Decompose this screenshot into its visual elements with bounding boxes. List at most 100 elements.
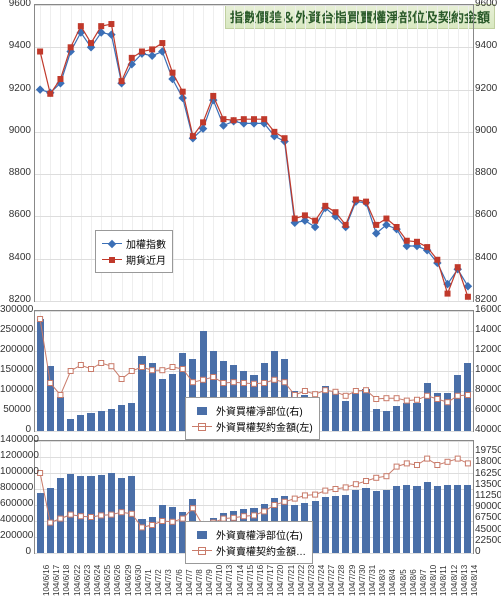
legend: 外資賣權淨部位(右)外資賣權契約金額… xyxy=(185,521,313,564)
legend-label: 外資賣權淨部位(右) xyxy=(216,527,303,542)
y-tick-label: 112500 xyxy=(475,491,501,501)
x-tick-label: 104/8/10 xyxy=(429,565,438,596)
y-tick-label: 800000 xyxy=(0,483,31,493)
x-tick-label: 104/7/28 xyxy=(337,565,346,596)
legend-item: 期貨近月 xyxy=(102,252,166,267)
y-tick-label: 197500 xyxy=(475,446,501,456)
y-tick-label: 50000 xyxy=(0,405,31,415)
y-tick-label: 100000 xyxy=(475,365,501,375)
y-tick-label: 162500 xyxy=(475,469,501,479)
x-tick-label: 104/6/29 xyxy=(124,565,133,596)
legend-label: 外資賣權契約金額… xyxy=(216,543,306,558)
y-tick-label: 9600 xyxy=(475,0,497,9)
y-tick-label: 40000 xyxy=(475,425,501,435)
x-tick-label: 104/8/4 xyxy=(388,569,397,596)
chart-plot-area: 加權指數期貨近月 xyxy=(34,4,474,302)
x-tick-label: 104/7/13 xyxy=(225,565,234,596)
legend: 外資買權淨部位(右)外資買權契約金額(左) xyxy=(185,397,320,440)
x-tick-label: 104/7/6 xyxy=(175,569,184,596)
x-tick-label: 104/8/3 xyxy=(378,569,387,596)
y-tick-label: 9600 xyxy=(0,0,31,9)
x-tick-label: 104/8/11 xyxy=(439,565,448,596)
y-tick-label: 135000 xyxy=(475,480,501,490)
x-tick-label: 104/6/22 xyxy=(73,565,82,596)
x-tick-label: 104/8/14 xyxy=(470,565,479,596)
legend-label: 外資買權淨部位(右) xyxy=(216,403,303,418)
y-tick-label: 9200 xyxy=(475,84,497,94)
x-tick-label: 104/7/29 xyxy=(348,565,357,596)
x-tick-label: 104/6/26 xyxy=(113,565,122,596)
y-tick-label: 300000 xyxy=(0,305,31,315)
chart-plot-area: 外資買權淨部位(右)外資買權契約金額(左) xyxy=(34,310,474,432)
y-tick-label: 60000 xyxy=(475,405,501,415)
x-tick-label: 104/6/16 xyxy=(42,565,51,596)
legend-item: 外資買權契約金額(左) xyxy=(192,419,313,434)
y-tick-label: 67500 xyxy=(475,513,501,523)
x-tick-label: 104/7/8 xyxy=(195,569,204,596)
legend-item: 外資買權淨部位(右) xyxy=(192,403,313,418)
y-tick-label: 400000 xyxy=(0,515,31,525)
y-tick-label: 140000 xyxy=(475,325,501,335)
x-tick-label: 104/7/22 xyxy=(297,565,306,596)
y-tick-label: 9400 xyxy=(0,41,31,51)
y-tick-label: 80000 xyxy=(475,385,501,395)
x-tick-label: 104/7/1 xyxy=(144,569,153,596)
x-tick-label: 104/7/21 xyxy=(287,565,296,596)
legend-label: 期貨近月 xyxy=(126,252,166,267)
y-tick-label: 8600 xyxy=(0,210,31,220)
legend-item: 加權指數 xyxy=(102,236,166,251)
y-tick-label: 180000 xyxy=(475,457,501,467)
x-tick-label: 104/8/6 xyxy=(409,569,418,596)
legend-label: 加權指數 xyxy=(126,236,166,251)
y-tick-label: 1400000 xyxy=(0,435,31,445)
y-tick-label: 1200000 xyxy=(0,451,31,461)
legend-label: 外資買權契約金額(左) xyxy=(216,419,313,434)
y-tick-label: 9000 xyxy=(0,126,31,136)
x-tick-label: 104/8/13 xyxy=(460,565,469,596)
y-tick-label: 9200 xyxy=(0,84,31,94)
y-tick-label: 600000 xyxy=(0,499,31,509)
y-tick-label: 250000 xyxy=(0,325,31,335)
x-tick-label: 104/7/24 xyxy=(317,565,326,596)
x-tick-label: 104/7/23 xyxy=(307,565,316,596)
y-tick-label: 150000 xyxy=(0,365,31,375)
y-tick-label: 0 xyxy=(475,547,481,557)
y-tick-label: 1000000 xyxy=(0,467,31,477)
y-tick-label: 120000 xyxy=(475,345,501,355)
x-tick-label: 104/7/2 xyxy=(154,569,163,596)
y-tick-label: 200000 xyxy=(0,345,31,355)
x-tick-label: 104/8/5 xyxy=(399,569,408,596)
x-tick-label: 104/7/9 xyxy=(205,569,214,596)
x-tick-label: 104/7/31 xyxy=(368,565,377,596)
y-tick-label: 8800 xyxy=(475,168,497,178)
y-tick-label: 8600 xyxy=(475,210,497,220)
y-tick-label: 8400 xyxy=(0,253,31,263)
legend: 加權指數期貨近月 xyxy=(95,230,173,273)
y-tick-label: 200000 xyxy=(0,531,31,541)
x-tick-label: 104/7/17 xyxy=(266,565,275,596)
y-tick-label: 100000 xyxy=(0,385,31,395)
x-tick-label: 104/7/27 xyxy=(327,565,336,596)
y-tick-label: 45000 xyxy=(475,525,501,535)
x-tick-label: 104/6/25 xyxy=(103,565,112,596)
x-tick-label: 104/7/15 xyxy=(246,565,255,596)
x-tick-label: 104/7/16 xyxy=(256,565,265,596)
y-tick-label: 9400 xyxy=(475,41,497,51)
x-tick-label: 104/6/23 xyxy=(83,565,92,596)
x-tick-label: 104/8/7 xyxy=(419,569,428,596)
x-tick-label: 104/6/30 xyxy=(134,565,143,596)
x-tick-label: 104/6/18 xyxy=(62,565,71,596)
chart-plot-area: 外資賣權淨部位(右)外資賣權契約金額… xyxy=(34,440,474,554)
x-tick-label: 104/7/10 xyxy=(215,565,224,596)
y-tick-label: 90000 xyxy=(475,502,501,512)
legend-item: 外資賣權契約金額… xyxy=(192,543,306,558)
y-tick-label: 0 xyxy=(0,547,31,557)
y-tick-label: 160000 xyxy=(475,305,501,315)
x-tick-label: 104/7/7 xyxy=(185,569,194,596)
x-tick-label: 104/7/3 xyxy=(164,569,173,596)
x-tick-label: 104/6/17 xyxy=(52,565,61,596)
y-tick-label: 8400 xyxy=(475,253,497,263)
x-tick-label: 104/7/20 xyxy=(276,565,285,596)
x-tick-label: 104/6/24 xyxy=(93,565,102,596)
x-tick-label: 104/7/30 xyxy=(358,565,367,596)
